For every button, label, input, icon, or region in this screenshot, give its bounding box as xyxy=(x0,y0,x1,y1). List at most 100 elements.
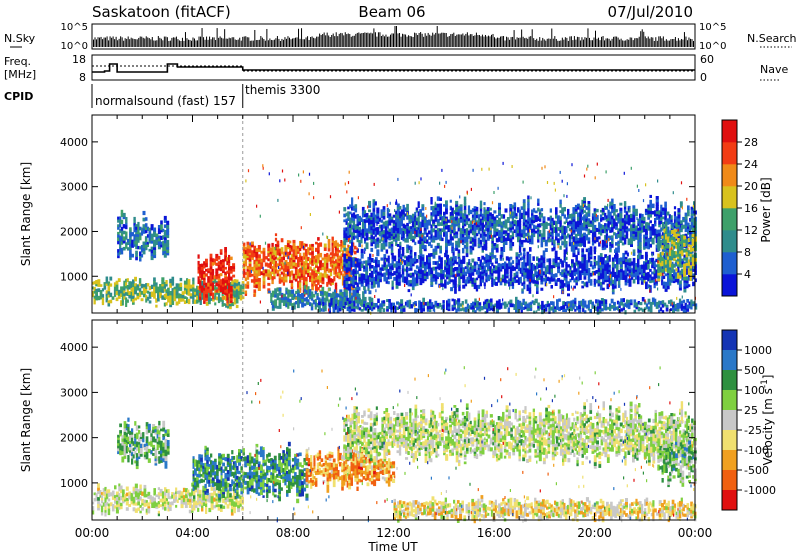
echo-cell xyxy=(327,254,331,259)
echo-cell xyxy=(542,254,546,258)
echo-cell xyxy=(361,234,365,239)
echo-cell xyxy=(309,266,312,271)
echo-cell xyxy=(120,226,124,231)
echo-cell xyxy=(269,247,272,252)
echo-cell xyxy=(628,272,632,277)
echo-cell xyxy=(651,229,655,234)
echo-cell xyxy=(314,290,317,295)
echo-cell xyxy=(518,221,522,225)
echo-cell xyxy=(523,267,526,271)
echo-cell xyxy=(192,286,195,290)
echo-cell xyxy=(469,220,473,225)
echo-cell xyxy=(670,279,674,283)
echo-cell xyxy=(270,299,273,303)
echo-cell xyxy=(287,304,290,309)
echo-cell xyxy=(473,242,477,247)
echo-cell xyxy=(356,248,359,253)
echo-cell xyxy=(493,255,497,259)
echo-cell xyxy=(651,279,655,283)
echo-cell xyxy=(479,243,483,248)
echo-cell xyxy=(193,291,197,295)
echo-cell xyxy=(563,256,566,261)
echo-cell xyxy=(526,262,530,266)
echo-cell xyxy=(544,243,548,247)
echo-cell xyxy=(221,296,225,300)
echo-cell xyxy=(302,282,306,286)
echo-cell xyxy=(349,230,352,235)
echo-cell xyxy=(611,223,614,228)
echo-cell xyxy=(376,227,380,232)
echo-cell xyxy=(364,210,367,215)
echo-cell xyxy=(668,219,671,224)
echo-cell xyxy=(377,274,380,280)
echo-cell xyxy=(563,253,566,257)
echo-cell xyxy=(552,261,556,266)
echo-cell xyxy=(509,235,513,239)
echo-cell xyxy=(581,251,585,255)
echo-cell xyxy=(360,252,364,256)
echo-cell xyxy=(479,283,482,287)
echo-cell xyxy=(463,236,467,242)
echo-cell xyxy=(473,215,477,221)
echo-cell xyxy=(368,221,372,225)
echo-cell xyxy=(575,282,578,286)
echo-cell xyxy=(664,201,667,206)
echo-cell xyxy=(179,297,183,302)
echo-cell xyxy=(300,244,304,249)
echo-cell xyxy=(479,259,482,263)
echo-cell xyxy=(323,246,327,251)
echo-cell xyxy=(611,261,615,266)
echo-cell xyxy=(317,281,320,285)
echo-cell xyxy=(148,234,152,238)
echo-cell xyxy=(583,200,586,204)
echo-cell xyxy=(411,283,415,288)
echo-cell xyxy=(187,284,191,289)
echo-cell xyxy=(615,218,618,221)
echo-cell xyxy=(462,276,466,281)
echo-cell xyxy=(606,279,610,283)
echo-cell xyxy=(122,216,126,220)
echo-cell xyxy=(641,213,644,218)
echo-cell xyxy=(388,233,392,238)
echo-cell xyxy=(473,213,477,217)
echo-cell xyxy=(187,288,191,293)
echo-cell xyxy=(217,292,221,296)
echo-cell xyxy=(233,293,237,298)
echo-cell xyxy=(138,291,142,294)
echo-cell xyxy=(146,234,149,238)
echo-cell xyxy=(293,302,296,307)
echo-cell xyxy=(237,290,241,294)
echo-cell xyxy=(248,266,252,270)
echo-cell xyxy=(522,239,526,243)
echo-cell xyxy=(313,283,316,287)
echo-cell xyxy=(606,271,610,275)
echo-cell xyxy=(209,263,213,267)
echo-cell xyxy=(574,204,578,209)
echo-cell xyxy=(565,243,568,248)
echo-cell xyxy=(619,230,623,234)
echo-cell xyxy=(585,205,589,210)
echo-cell xyxy=(386,223,389,227)
echo-cell xyxy=(468,272,471,277)
echo-cell xyxy=(491,254,494,257)
echo-cell xyxy=(343,233,347,239)
echo-cell xyxy=(509,256,513,260)
echo-cell xyxy=(581,233,584,238)
echo-cell xyxy=(583,223,586,227)
echo-cell xyxy=(153,295,156,299)
echo-cell xyxy=(126,241,130,245)
echo-cell xyxy=(487,274,490,278)
echo-cell xyxy=(183,280,187,285)
echo-cell xyxy=(639,226,642,231)
echo-cell xyxy=(352,278,356,283)
echo-cell xyxy=(148,240,152,244)
echo-cell xyxy=(356,286,359,290)
echo-cell xyxy=(527,198,530,203)
echo-cell xyxy=(509,214,513,219)
echo-cell xyxy=(556,238,560,243)
echo-cell xyxy=(630,276,634,280)
echo-cell xyxy=(347,218,350,221)
echo-cell xyxy=(402,223,405,228)
echo-cell xyxy=(347,222,350,227)
echo-cell xyxy=(133,228,136,233)
